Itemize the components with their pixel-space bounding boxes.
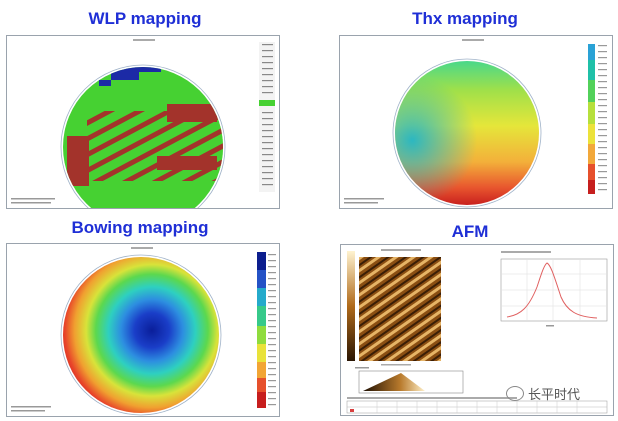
afm-profile-chart [500,251,608,327]
bowing-mapping-title: Bowing mapping [71,218,209,237]
watermark: 长平时代 [506,384,580,403]
wechat-icon [506,386,524,401]
afm-title: AFM [451,222,489,241]
afm-statistics-table [346,397,608,414]
thx-mapping-title: Thx mapping [412,9,518,28]
wlp-legend [259,42,275,192]
bowing-wafer-map [11,247,276,416]
bowing-legend [257,252,276,408]
bowing-mapping-panel [6,243,280,417]
afm-height-colorbar [347,251,355,361]
afm-height-image [359,257,441,361]
thx-legend [588,44,607,194]
wlp-mapping-panel [6,35,280,209]
afm-analysis-view [346,249,608,414]
afm-panel [340,244,614,416]
watermark-text: 长平时代 [528,388,581,403]
wlp-mapping-title: WLP mapping [88,9,202,28]
thx-mapping-panel [339,35,613,209]
thx-wafer-map [344,39,607,208]
wlp-wafer-map [11,39,275,208]
